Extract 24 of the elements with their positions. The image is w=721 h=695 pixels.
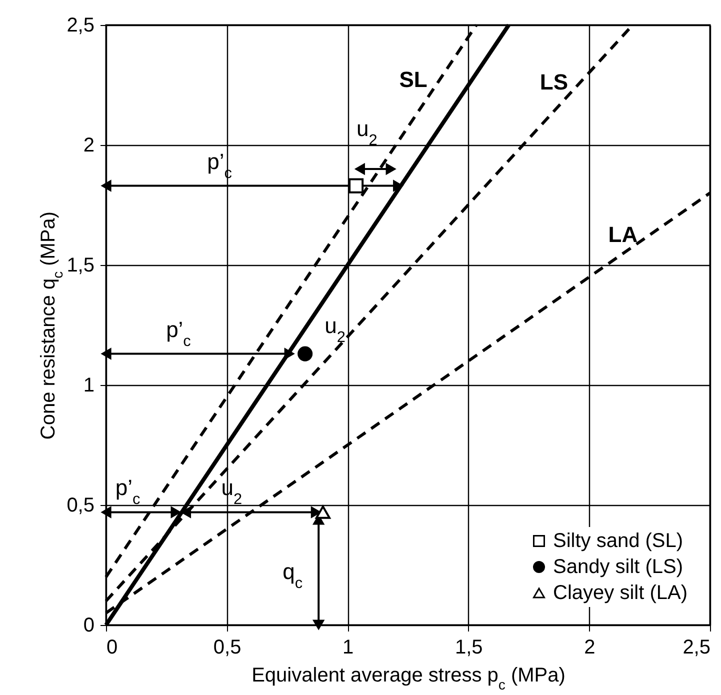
series-label: SL xyxy=(399,67,428,92)
y-tick-label: 0,5 xyxy=(66,494,94,516)
y-tick-label: 2 xyxy=(83,134,94,156)
y-tick-label: 1,5 xyxy=(66,254,94,276)
x-tick-label: 0,5 xyxy=(213,636,242,658)
y-tick-label: 2,5 xyxy=(66,14,94,36)
y-tick-label: 1 xyxy=(83,374,94,396)
legend-label: Silty sand (SL) xyxy=(553,530,684,552)
x-tick-label: 1,5 xyxy=(454,636,483,658)
x-tick-label: 2 xyxy=(584,636,596,658)
x-tick-label: 1 xyxy=(342,636,354,658)
annotation: u$_{2}$ xyxy=(356,116,378,148)
x-tick-label: 2,5 xyxy=(682,636,710,658)
y-tick-label: 0 xyxy=(83,614,94,636)
annotation: p’$_{c}$ xyxy=(115,475,140,508)
legend-label: Sandy silt (LS) xyxy=(553,556,684,578)
annotation: p’$_{c}$ xyxy=(166,316,192,350)
annotation: u$_{2}$ xyxy=(324,312,346,346)
series-label: LA xyxy=(608,222,638,247)
x-axis-title: Equivalent average stress p$_{c}$ (MPa) xyxy=(252,664,566,692)
legend-label: Clayey silt (LA) xyxy=(553,582,688,604)
annotation: q$_{c}$ xyxy=(282,559,303,592)
series-label: LS xyxy=(540,70,568,95)
x-tick-label: 0 xyxy=(106,636,118,658)
